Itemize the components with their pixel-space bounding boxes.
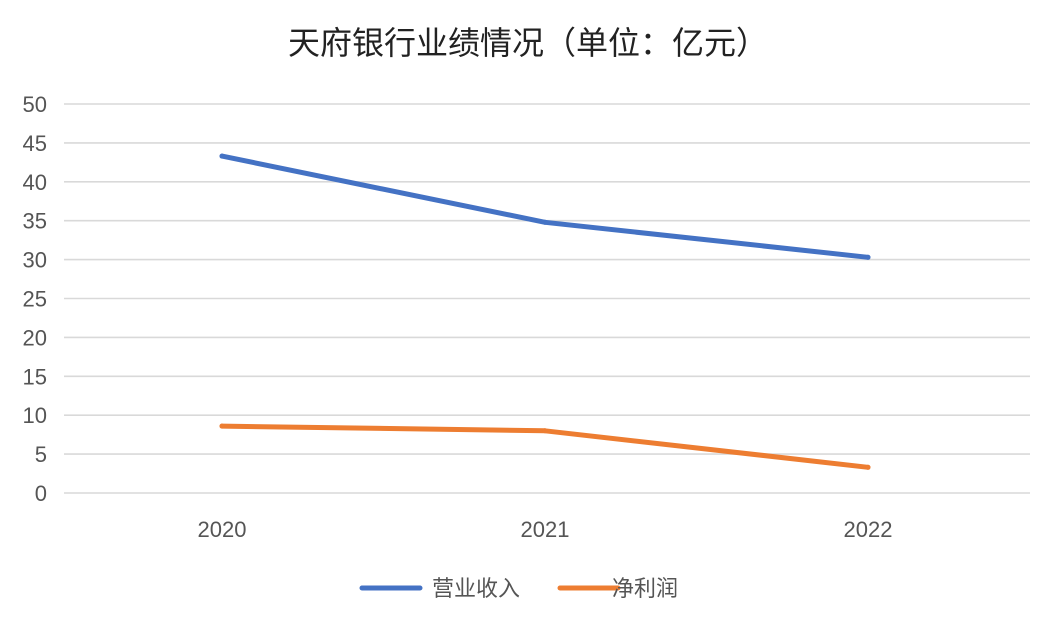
data-point (542, 219, 548, 225)
y-tick-label: 45 (23, 131, 47, 156)
y-tick-label: 15 (23, 364, 47, 389)
legend: 营业收入 净利润 (359, 577, 678, 602)
legend-label: 净利润 (612, 577, 678, 602)
y-tick-label: 25 (23, 287, 47, 312)
y-tick-label: 5 (35, 442, 47, 467)
data-point (219, 153, 225, 159)
y-axis-ticks: 0 5 10 15 20 25 30 35 40 45 50 (23, 92, 47, 506)
series-lines (219, 153, 871, 470)
y-tick-label: 50 (23, 92, 47, 117)
x-tick-label: 2021 (521, 517, 570, 542)
y-tick-label: 0 (35, 481, 47, 506)
x-tick-label: 2020 (198, 517, 247, 542)
series-line-0 (219, 153, 871, 260)
chart-title: 天府银行业绩情况（单位：亿元） (288, 24, 768, 62)
y-tick-label: 10 (23, 403, 47, 428)
x-tick-label: 2022 (844, 517, 893, 542)
y-tick-label: 40 (23, 170, 47, 195)
data-point (542, 428, 548, 434)
x-axis-ticks: 2020 2021 2022 (198, 517, 893, 542)
y-tick-label: 35 (23, 209, 47, 234)
y-tick-label: 20 (23, 325, 47, 350)
data-point (865, 464, 871, 470)
data-point (219, 423, 225, 429)
y-tick-label: 30 (23, 248, 47, 273)
data-point (865, 254, 871, 260)
gridlines (64, 103, 1030, 494)
legend-label: 营业收入 (432, 577, 520, 602)
